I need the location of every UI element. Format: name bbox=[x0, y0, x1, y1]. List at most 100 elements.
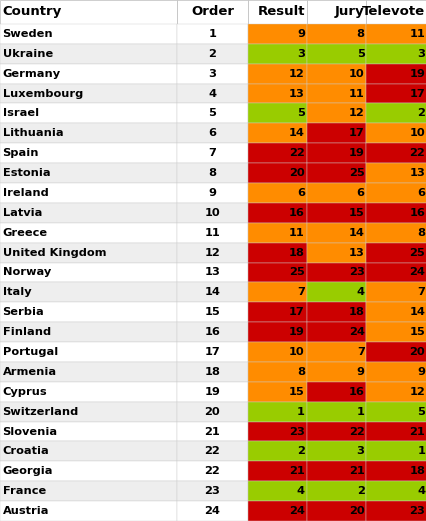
Text: United Kingdom: United Kingdom bbox=[3, 247, 106, 257]
Text: 3: 3 bbox=[208, 69, 216, 79]
Text: 4: 4 bbox=[296, 486, 304, 496]
Text: 14: 14 bbox=[288, 128, 304, 138]
Bar bbox=[306, 223, 366, 243]
Bar bbox=[366, 183, 426, 203]
Bar bbox=[177, 481, 247, 501]
Bar bbox=[306, 64, 366, 83]
Bar bbox=[0, 263, 177, 282]
Text: 23: 23 bbox=[204, 486, 220, 496]
Bar bbox=[366, 302, 426, 322]
Bar bbox=[366, 203, 426, 223]
Text: 1: 1 bbox=[417, 446, 424, 456]
Bar bbox=[247, 501, 306, 521]
Text: 1: 1 bbox=[356, 407, 364, 417]
Text: 23: 23 bbox=[348, 267, 364, 278]
Bar bbox=[177, 223, 247, 243]
Bar bbox=[0, 421, 177, 441]
Bar bbox=[366, 421, 426, 441]
Text: 6: 6 bbox=[416, 188, 424, 198]
Bar bbox=[177, 462, 247, 481]
Text: 8: 8 bbox=[416, 228, 424, 238]
Bar bbox=[0, 243, 177, 263]
Text: 9: 9 bbox=[356, 367, 364, 377]
Text: 3: 3 bbox=[416, 49, 424, 59]
Text: 7: 7 bbox=[296, 288, 304, 297]
Text: 7: 7 bbox=[356, 347, 364, 357]
Bar bbox=[366, 243, 426, 263]
Bar bbox=[366, 223, 426, 243]
Text: 11: 11 bbox=[204, 228, 220, 238]
Text: 23: 23 bbox=[288, 427, 304, 437]
Text: France: France bbox=[3, 486, 46, 496]
Bar bbox=[177, 24, 247, 44]
Bar bbox=[0, 143, 177, 163]
Text: 20: 20 bbox=[409, 347, 424, 357]
Bar bbox=[366, 441, 426, 462]
Text: Greece: Greece bbox=[3, 228, 48, 238]
Bar bbox=[177, 322, 247, 342]
Text: 19: 19 bbox=[288, 327, 304, 337]
Bar bbox=[366, 362, 426, 382]
Bar bbox=[247, 223, 306, 243]
Text: 25: 25 bbox=[409, 247, 424, 257]
Text: Slovenia: Slovenia bbox=[3, 427, 58, 437]
Bar bbox=[247, 183, 306, 203]
Text: Austria: Austria bbox=[3, 506, 49, 516]
Bar bbox=[306, 183, 366, 203]
Text: 4: 4 bbox=[208, 89, 216, 98]
Text: 12: 12 bbox=[348, 108, 364, 118]
Text: 1: 1 bbox=[208, 29, 216, 39]
Bar bbox=[366, 382, 426, 402]
Text: 10: 10 bbox=[348, 69, 364, 79]
Text: 5: 5 bbox=[356, 49, 364, 59]
Text: 25: 25 bbox=[288, 267, 304, 278]
Bar bbox=[247, 322, 306, 342]
Text: 10: 10 bbox=[288, 347, 304, 357]
Text: Sweden: Sweden bbox=[3, 29, 53, 39]
Text: 22: 22 bbox=[409, 148, 424, 158]
Bar bbox=[177, 382, 247, 402]
Bar bbox=[306, 302, 366, 322]
Text: 17: 17 bbox=[348, 128, 364, 138]
Text: 12: 12 bbox=[409, 387, 424, 397]
Text: 6: 6 bbox=[208, 128, 216, 138]
Text: 19: 19 bbox=[204, 387, 220, 397]
Bar bbox=[366, 123, 426, 143]
Text: 4: 4 bbox=[416, 486, 424, 496]
Text: Georgia: Georgia bbox=[3, 466, 53, 476]
Text: 23: 23 bbox=[409, 506, 424, 516]
Bar bbox=[177, 302, 247, 322]
Bar bbox=[247, 104, 306, 123]
Bar bbox=[177, 362, 247, 382]
Text: Armenia: Armenia bbox=[3, 367, 57, 377]
Bar bbox=[366, 44, 426, 64]
Bar bbox=[247, 203, 306, 223]
Text: 16: 16 bbox=[288, 208, 304, 218]
Text: Cyprus: Cyprus bbox=[3, 387, 47, 397]
Bar bbox=[177, 83, 247, 104]
Text: 9: 9 bbox=[416, 367, 424, 377]
Bar bbox=[0, 64, 177, 83]
Text: 16: 16 bbox=[204, 327, 220, 337]
Bar bbox=[247, 441, 306, 462]
Bar bbox=[0, 441, 177, 462]
Text: Country: Country bbox=[3, 6, 62, 18]
Bar bbox=[366, 263, 426, 282]
Bar bbox=[247, 24, 306, 44]
Bar bbox=[366, 282, 426, 302]
Text: Finland: Finland bbox=[3, 327, 51, 337]
Bar bbox=[177, 402, 247, 421]
Bar bbox=[247, 302, 306, 322]
Bar bbox=[0, 183, 177, 203]
Text: Latvia: Latvia bbox=[3, 208, 42, 218]
Text: Portugal: Portugal bbox=[3, 347, 58, 357]
Text: Ukraine: Ukraine bbox=[3, 49, 53, 59]
Text: Result: Result bbox=[257, 6, 304, 18]
Text: 7: 7 bbox=[417, 288, 424, 297]
Bar bbox=[177, 0, 247, 24]
Bar bbox=[177, 421, 247, 441]
Text: 24: 24 bbox=[409, 267, 424, 278]
Text: 20: 20 bbox=[348, 506, 364, 516]
Bar bbox=[0, 462, 177, 481]
Text: 7: 7 bbox=[208, 148, 216, 158]
